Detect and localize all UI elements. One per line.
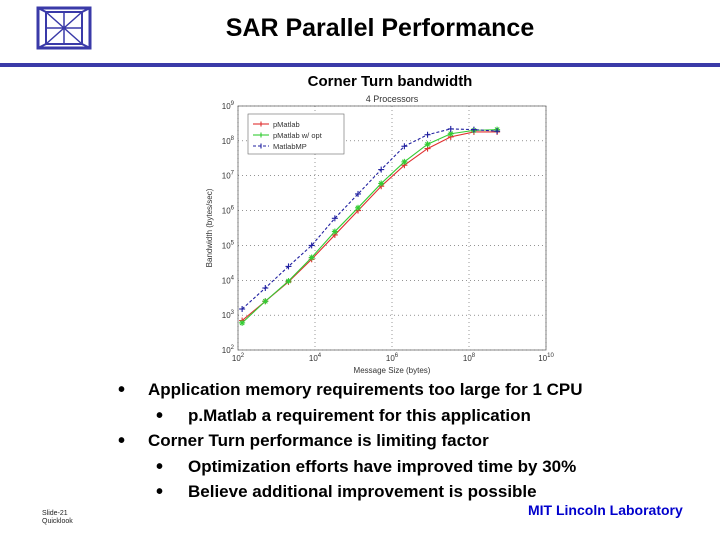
y-tick-label: 107 [222,171,235,181]
y-tick-label: 105 [222,240,235,250]
marker-stroke [401,159,407,165]
bullet-dot-icon: • [118,379,126,401]
x-tick-label: 1010 [538,353,554,363]
y-tick-label: 109 [222,101,235,111]
legend-label: pMatlab [273,120,300,129]
y-tick-label: 104 [222,275,235,285]
y-tick-label: 102 [222,345,235,355]
x-tick-label: 108 [463,353,476,363]
slide-code: Quicklook [42,518,73,525]
slide-number: Slide-21 [42,510,68,517]
bullet-dot-icon: • [118,430,126,452]
bullet-dot-icon: • [156,405,164,427]
chart-title: 4 Processors [366,94,419,104]
marker-stroke [378,180,384,186]
sub-bullet-text: p.Matlab a requirement for this applicat… [188,406,531,425]
data-point [308,254,315,261]
x-tick-label: 102 [232,353,245,363]
bullet-dot-icon: • [156,456,164,478]
chart-heading: Corner Turn bandwidth [307,73,473,90]
marker-stroke [332,229,338,235]
data-point [331,215,338,222]
data-point [262,285,269,292]
slide-title: SAR Parallel Performance [225,14,535,42]
y-tick-label: 106 [222,206,235,216]
data-point [447,125,454,132]
x-axis-label: Message Size (bytes) [354,366,431,375]
data-point [424,131,431,138]
data-point [355,190,362,197]
sub-bullet-item: • Believe additional improvement is possi… [118,480,638,505]
marker-stroke [262,298,268,304]
lincoln-lab-logo-icon [36,6,92,50]
data-point [239,306,246,313]
legend-box [247,113,345,155]
bullet-text: Corner Turn performance is limiting fact… [148,431,489,450]
marker-stroke [425,141,431,147]
bullet-list: • Application memory requirements too lar… [118,378,638,505]
data-point [331,228,338,235]
data-point [355,204,362,211]
legend-label: MatlabMP [273,142,307,151]
data-point [424,141,431,148]
bullet-item: • Application memory requirements too lar… [118,378,638,404]
sub-bullet-item: • Optimization efforts have improved time… [118,455,638,480]
data-point [470,126,477,133]
bandwidth-chart: 102 104 106 108 1010 102 103 104 105 106 107 108 109… [205,94,554,375]
title-divider [0,63,720,67]
sub-bullet-text: Optimization efforts have improved time … [188,457,577,476]
data-point [285,263,292,270]
x-tick-label: 104 [309,353,322,363]
series-line [241,128,498,310]
sub-bullet-item: • p.Matlab a requirement for this applica… [118,404,638,429]
y-tick-label: 108 [222,136,235,146]
data-point [308,242,315,249]
marker-stroke [239,320,245,326]
data-point [285,278,292,285]
sub-bullet-text: Believe additional improvement is possib… [188,482,537,501]
data-point [401,143,408,150]
legend-label: pMatlab w/ opt [273,131,323,140]
series-line [241,129,498,324]
data-point [494,128,501,135]
data-point [401,158,408,165]
marker-stroke [448,131,454,137]
marker-stroke [355,205,361,211]
slide-footer: Slide-21 Quicklook [42,510,73,526]
y-tick-label: 103 [222,310,235,320]
data-point [239,319,246,326]
data-point [378,166,385,173]
data-point [378,180,385,187]
org-footer: MIT Lincoln Laboratory [528,502,683,518]
marker-stroke [285,278,291,284]
bullet-text: Application memory requirements too larg… [148,380,583,399]
x-tick-label: 106 [386,353,399,363]
bullet-dot-icon: • [156,481,164,503]
data-point [262,298,269,305]
y-axis-label: Bandwidth (bytes/sec) [205,188,214,267]
bullet-item: • Corner Turn performance is limiting fac… [118,429,638,455]
marker-stroke [309,255,315,261]
